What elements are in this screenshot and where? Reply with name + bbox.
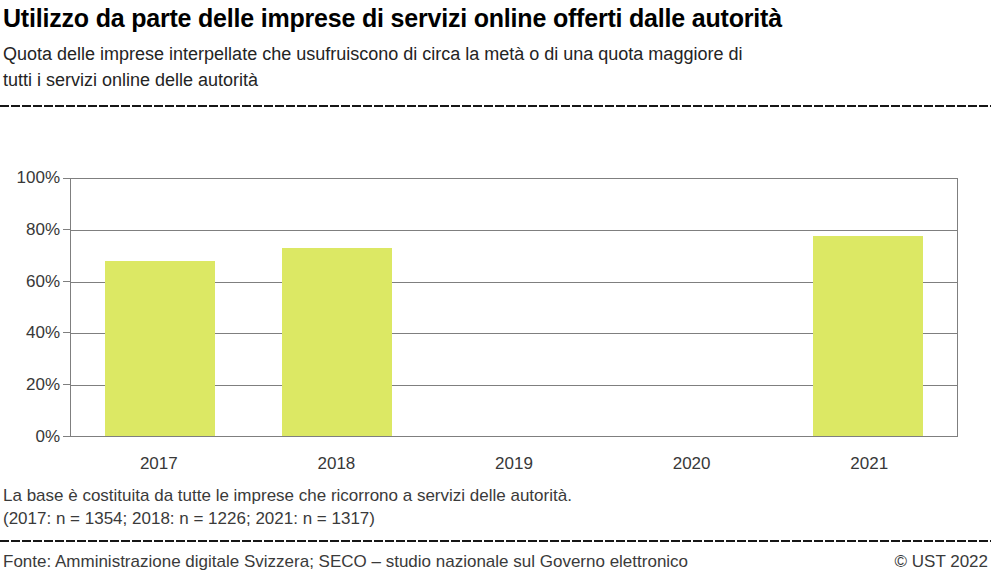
page-subtitle-line-2: tutti i servizi online delle autorità — [3, 67, 988, 93]
y-axis-tick-80 — [63, 229, 70, 230]
copyright-text: © UST 2022 — [895, 552, 988, 572]
gridline-80 — [71, 230, 957, 231]
y-axis-tick-label: 100% — [17, 168, 60, 188]
bar-2021 — [813, 236, 923, 436]
y-axis-tick-40 — [63, 332, 70, 333]
source-text: Fonte: Amministrazione digitale Svizzera… — [3, 552, 688, 572]
footnote-sample-sizes: (2017: n = 1354; 2018: n = 1226; 2021: n… — [3, 509, 988, 529]
x-axis: 2017 2018 2019 2020 2021 — [70, 454, 958, 476]
y-axis-tick-0 — [63, 436, 70, 437]
footnote-base: La base è costituita da tutte le imprese… — [3, 486, 988, 506]
y-axis: 0%20%40%60%80%100% — [0, 178, 70, 437]
bar-2017 — [105, 261, 215, 436]
bar-2018 — [282, 248, 392, 436]
footer: Fonte: Amministrazione digitale Svizzera… — [3, 552, 988, 572]
y-axis-tick-60 — [63, 281, 70, 282]
plot-area — [70, 178, 958, 437]
chart-page: Utilizzo da parte delle imprese di servi… — [0, 0, 991, 580]
y-axis-tick-label: 60% — [26, 272, 60, 292]
y-axis-tick-label: 40% — [26, 323, 60, 343]
footer-divider-rule — [0, 540, 991, 542]
y-axis-tick-label: 20% — [26, 375, 60, 395]
y-axis-tick-100 — [63, 178, 70, 179]
page-subtitle-line-1: Quota delle imprese interpellate che usu… — [3, 41, 988, 67]
x-axis-label-2017: 2017 — [140, 454, 178, 474]
y-axis-tick-20 — [63, 384, 70, 385]
header-divider-rule — [0, 105, 991, 107]
x-axis-label-2018: 2018 — [317, 454, 355, 474]
page-title: Utilizzo da parte delle imprese di servi… — [3, 4, 988, 33]
x-axis-label-2019: 2019 — [495, 454, 533, 474]
x-axis-label-2021: 2021 — [850, 454, 888, 474]
y-axis-tick-label: 0% — [35, 427, 60, 447]
y-axis-tick-label: 80% — [26, 220, 60, 240]
x-axis-label-2020: 2020 — [673, 454, 711, 474]
